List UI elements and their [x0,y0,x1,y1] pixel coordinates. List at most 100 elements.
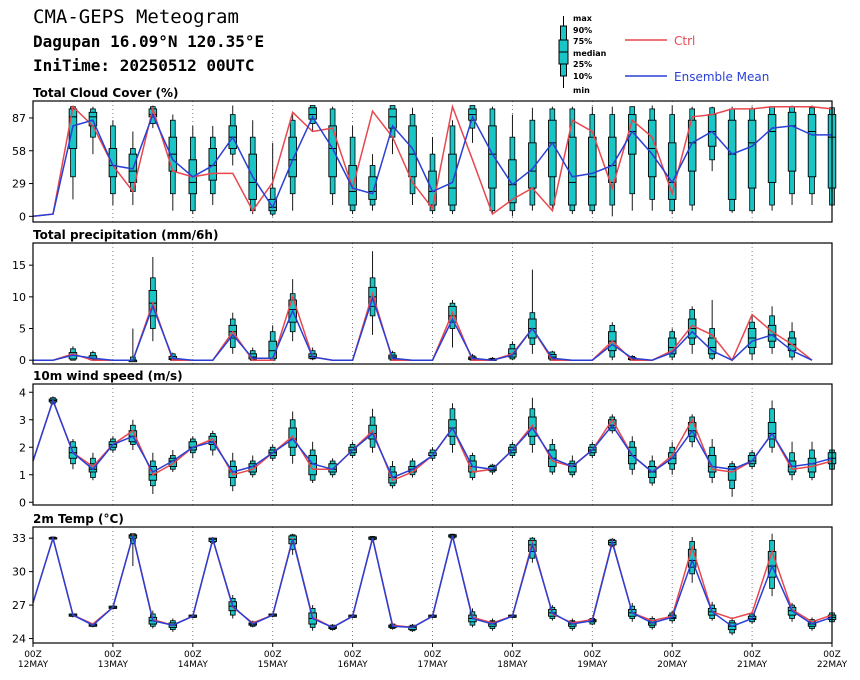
ensemble-box [168,114,178,211]
box-p25-p75 [588,136,597,206]
panel-title: 2m Temp (°C) [33,512,124,526]
x-hour-label: 00Z [424,650,442,660]
box-p25-p75 [328,125,337,178]
ensemble-box [88,452,98,481]
ctrl-line [32,103,833,218]
chart-panel-2: Total precipitation (mm/6h) 0 5 10 15 [12,228,833,367]
box-p25-p75 [408,125,417,178]
box-p25-p75 [807,114,817,178]
x-date-label: 21MAY [737,660,768,670]
chart-panel-3: 10m wind speed (m/s) 0 1 2 3 4 [19,369,837,509]
ensemble-mean-line [32,535,833,629]
ensemble-box [727,106,737,213]
ensemble-box [588,106,597,215]
ensemble-mean-line [33,295,813,362]
box-p25-p75 [308,107,317,120]
ensemble-box [687,106,697,211]
panel-title: Total precipitation (mm/6h) [33,228,218,242]
ensemble-box [727,461,737,497]
ensemble-box [88,106,98,155]
ensemble-box [548,106,557,211]
x-date-label: 14MAY [178,660,209,670]
box-p25-p75 [787,111,797,172]
ensemble-box [328,106,337,206]
x-date-label: 17MAY [417,660,448,670]
legend-box-label: 75% [573,37,592,46]
legend-box-label: 10% [573,72,592,81]
legend-ctrl-label: Ctrl [674,34,695,48]
ensemble-box [807,441,817,481]
box-p25-p75 [568,463,577,473]
x-hour-label: 00Z [184,650,202,660]
ensemble-mean-line [32,112,832,218]
ensemble-box [807,105,817,206]
box-p25-p75 [747,455,757,465]
legend-box-label: max [573,14,593,23]
box-p25-p75 [268,198,277,212]
ensemble-box [608,106,617,217]
ensemble-box [268,325,277,361]
ensemble-box [448,120,457,215]
ensemble-box [308,441,317,483]
x-hour-label: 00Z [743,650,761,660]
ensemble-box [108,120,118,206]
ensemble-box [188,125,198,215]
ensemble-box [667,105,677,215]
legend-box-label: median [573,49,607,58]
ensemble-mean-line [32,398,833,479]
ensemble-box [308,105,317,132]
ensemble-box [767,106,777,211]
ensemble-box [228,105,237,166]
ensemble-box [228,312,237,354]
ensemble-box [268,142,277,217]
y-tick-label: 24 [12,633,26,646]
box-p25-p75 [707,455,717,473]
y-tick-label: 58 [12,145,26,158]
y-tick-label: 4 [19,386,26,399]
box-p25-p75 [767,114,777,183]
location-label: Dagupan 16.09°N 120.35°E [33,32,265,51]
x-hour-label: 00Z [344,650,362,660]
ensemble-box [787,105,797,206]
ensemble-box [747,450,757,470]
panel-title: Total Cloud Cover (%) [33,86,179,100]
legend-box-label: min [573,86,590,95]
x-hour-label: 00Z [104,650,122,660]
x-hour-label: 00Z [583,650,601,660]
x-hour-label: 00Z [663,650,681,660]
panel-title: 10m wind speed (m/s) [33,369,183,383]
ensemble-box [348,125,357,215]
init-time-label: IniTime: 20250512 00UTC [33,56,255,75]
x-date-label: 18MAY [497,660,528,670]
ensemble-box [747,106,757,213]
ensemble-box [408,107,417,206]
y-tick-label: 1 [19,469,26,482]
y-tick-label: 2 [19,441,26,454]
box-p25-p75 [727,466,737,481]
box-p25-p75 [488,125,497,189]
box-p25-p75 [288,136,297,178]
box-p25-p75 [707,337,717,355]
box-p25-p75 [368,176,377,200]
y-tick-label: 87 [12,112,26,125]
ensemble-box [687,306,697,354]
ensemble-box [667,328,677,361]
y-tick-label: 0 [19,210,26,223]
ensemble-box [787,322,797,361]
x-date-label: 13MAY [98,660,129,670]
box-p25-p75 [108,148,118,178]
x-date-label: 20MAY [657,660,688,670]
ensemble-box [528,107,537,211]
y-tick-label: 0 [19,496,26,509]
y-tick-label: 5 [19,323,26,336]
x-hour-label: 00Z [823,650,841,660]
x-date-label: 16MAY [338,660,369,670]
y-tick-label: 0 [19,354,26,367]
box-p25-p75 [747,119,757,189]
legend-mean-label: Ensemble Mean [674,70,769,84]
x-date-label: 22MAY [817,660,848,670]
x-date-label: 15MAY [258,660,289,670]
